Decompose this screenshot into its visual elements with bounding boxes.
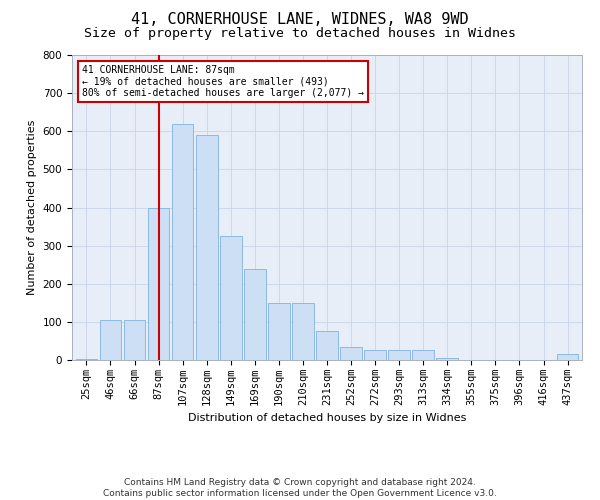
Bar: [100, 320, 121, 360]
Text: Contains HM Land Registry data © Crown copyright and database right 2024.
Contai: Contains HM Land Registry data © Crown c…: [103, 478, 497, 498]
X-axis label: Distribution of detached houses by size in Widnes: Distribution of detached houses by size …: [188, 414, 466, 424]
Bar: [172, 124, 193, 360]
Bar: [244, 268, 266, 360]
Bar: [268, 303, 290, 360]
Bar: [557, 354, 578, 360]
Y-axis label: Number of detached properties: Number of detached properties: [27, 120, 37, 295]
Bar: [388, 350, 410, 360]
Text: 41 CORNERHOUSE LANE: 87sqm
← 19% of detached houses are smaller (493)
80% of sem: 41 CORNERHOUSE LANE: 87sqm ← 19% of deta…: [82, 64, 364, 98]
Bar: [364, 350, 386, 360]
Bar: [220, 236, 242, 360]
Bar: [76, 359, 97, 360]
Bar: [292, 303, 314, 360]
Bar: [340, 346, 362, 360]
Text: 41, CORNERHOUSE LANE, WIDNES, WA8 9WD: 41, CORNERHOUSE LANE, WIDNES, WA8 9WD: [131, 12, 469, 28]
Bar: [196, 135, 218, 360]
Bar: [436, 358, 458, 360]
Bar: [412, 350, 434, 360]
Bar: [148, 208, 169, 360]
Text: Size of property relative to detached houses in Widnes: Size of property relative to detached ho…: [84, 28, 516, 40]
Bar: [124, 320, 145, 360]
Bar: [316, 332, 338, 360]
